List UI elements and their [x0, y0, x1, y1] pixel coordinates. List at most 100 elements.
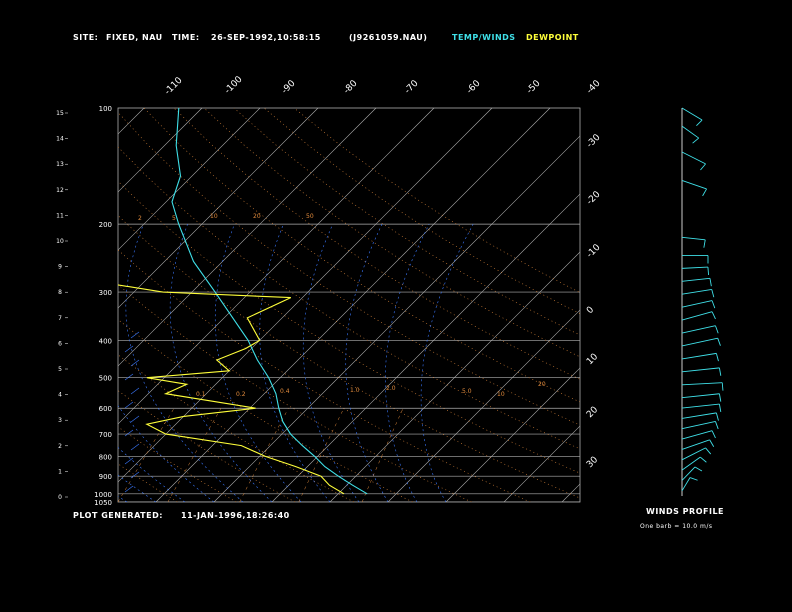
moist-adiabat	[125, 224, 244, 502]
temp-tick-top: -40	[585, 78, 603, 96]
skewt-barb	[124, 401, 134, 409]
height-tick-3: 3	[58, 417, 62, 424]
dry-adiabat	[173, 108, 580, 380]
dry-adiabat	[203, 108, 580, 358]
height-tick-0: 0	[58, 494, 62, 501]
temp-tick-right: -20	[585, 189, 603, 207]
wind-barb	[681, 151, 706, 165]
wind-barb	[681, 439, 710, 450]
wind-barb-feather	[717, 338, 721, 346]
temp-tick-right: 10	[585, 352, 600, 367]
dry-adiabat	[263, 108, 580, 314]
isotherm-20	[329, 251, 580, 502]
dry-adiabat	[118, 463, 178, 502]
mixing-ratio-line	[118, 408, 175, 502]
isotherm-40	[445, 367, 580, 502]
dry-adiabat	[118, 354, 355, 502]
dry-adiabat	[118, 390, 296, 502]
wind-barb	[681, 266, 708, 269]
wind-barb-feather	[711, 289, 715, 298]
mixing-ratio-label: 5.0	[462, 388, 472, 395]
skewt-barb	[124, 345, 134, 353]
height-tick-15: 15	[56, 110, 64, 117]
height-tick-8: 8	[58, 289, 62, 296]
moist-adiabat	[420, 223, 474, 502]
isotherm--70	[118, 108, 203, 193]
skewt-barb	[124, 429, 134, 437]
mixing-ratio-label: 20	[253, 213, 261, 220]
skewt-barb	[130, 415, 140, 423]
dry-adiabat	[233, 108, 580, 336]
wind-barb-feather	[709, 278, 712, 287]
time-value: 26-SEP-1992,10:58:15	[211, 33, 321, 42]
dry-adiabat	[118, 319, 413, 502]
temp-tick-top: -50	[525, 78, 543, 96]
wind-barb-feather	[718, 367, 722, 376]
mixing-ratio-label: 2	[138, 215, 142, 222]
wind-barb-note: One barb = 10.0 m/s	[640, 523, 713, 530]
temp-tick-top: -110	[163, 75, 185, 97]
pressure-tick-800: 800	[99, 453, 112, 461]
height-tick-2: 2	[58, 443, 62, 450]
pressure-tick-1050: 1050	[94, 499, 112, 507]
dry-adiabat	[118, 284, 472, 502]
height-tick-7: 7	[58, 315, 62, 322]
dry-adiabat	[293, 108, 580, 293]
mixing-ratio-label: 0.4	[280, 388, 290, 395]
wind-barb-feather	[703, 239, 706, 248]
file-id: (J9261059.NAU)	[349, 33, 428, 42]
wind-barb	[681, 456, 701, 471]
wind-barb	[681, 352, 717, 360]
wind-barb	[681, 421, 716, 430]
height-tick-14: 14	[56, 136, 64, 143]
pressure-tick-700: 700	[99, 431, 112, 439]
dry-adiabat	[143, 108, 580, 403]
wind-barb	[681, 337, 718, 347]
wind-barb-feather	[715, 353, 719, 362]
temperature-line	[171, 108, 368, 495]
wind-barb	[681, 236, 706, 241]
dry-adiabat	[118, 112, 580, 426]
mixing-ratio-label: 2.0	[386, 385, 396, 392]
moist-adiabat	[259, 223, 331, 502]
wind-barb-feather	[721, 382, 724, 391]
wind-barb	[681, 477, 691, 492]
wind-barb-feather	[702, 188, 707, 197]
moist-adiabat	[118, 446, 186, 502]
site-value: FIXED, NAU	[106, 33, 163, 42]
mixing-ratio-line	[298, 408, 345, 502]
wind-barb-feather	[694, 466, 703, 472]
isotherm-10	[271, 193, 580, 502]
moist-adiabat	[0, 224, 98, 502]
height-tick-12: 12	[56, 187, 64, 194]
isotherm-60	[561, 483, 580, 502]
temp-tick-top: -70	[403, 78, 421, 96]
height-tick-1: 1	[58, 468, 62, 475]
wind-barb-feather	[700, 163, 706, 171]
dewpoint-line	[118, 284, 345, 495]
wind-barb-feather	[696, 119, 703, 127]
temp-tick-top: -60	[465, 78, 483, 96]
temp-tick-right: 20	[585, 405, 600, 420]
wind-barb	[681, 393, 720, 399]
wind-barb	[681, 107, 703, 121]
temp-tick-right: -30	[585, 132, 603, 150]
wind-barb	[681, 289, 712, 295]
wind-barb-feather	[711, 311, 716, 320]
legend-temp-winds: TEMP/WINDS	[452, 33, 516, 42]
temp-tick-right: 30	[585, 455, 600, 470]
isotherm--60	[118, 108, 261, 251]
isotherm--10	[155, 108, 551, 502]
skewt-barb	[130, 387, 140, 395]
wind-barb	[681, 382, 723, 386]
isotherm--30	[118, 108, 435, 425]
wind-barb	[681, 447, 706, 461]
skewt-barb	[124, 457, 134, 465]
skewt-barb	[130, 471, 140, 479]
temp-tick-top: -100	[223, 74, 245, 96]
wind-barb	[681, 300, 713, 308]
skewt-barb	[124, 373, 134, 381]
plot-generated-value: 11-JAN-1996,18:26:40	[181, 511, 290, 520]
wind-profile-title: WINDS PROFILE	[646, 507, 725, 516]
